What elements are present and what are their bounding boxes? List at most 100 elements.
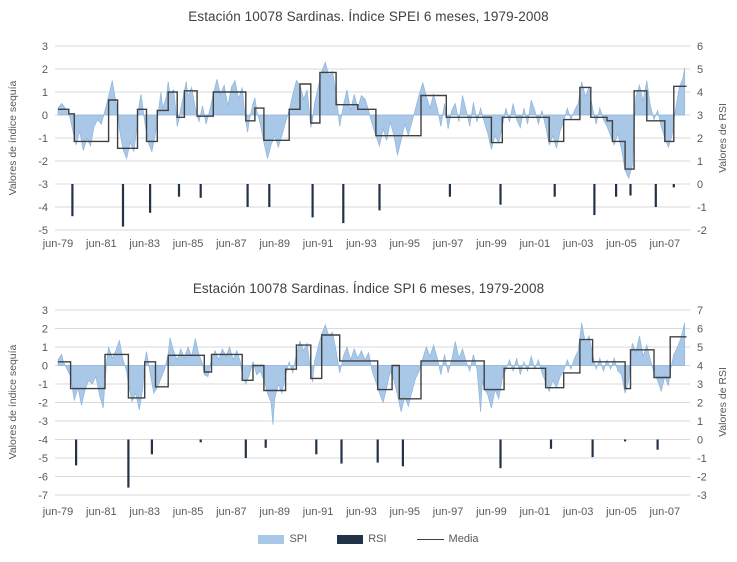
x-tick-label: jun-91 xyxy=(302,238,334,250)
y-tick-label-right: 1 xyxy=(697,156,703,168)
y-tick-label-right: 4 xyxy=(697,87,703,99)
x-tick-label: jun-79 xyxy=(42,238,74,250)
x-tick-label: jun-85 xyxy=(172,506,204,518)
x-tick-label: jun-97 xyxy=(432,238,464,250)
rsi-bar xyxy=(553,184,556,197)
rsi-bar xyxy=(656,439,659,450)
x-tick-label: jun-83 xyxy=(128,506,160,518)
y-tick-label-right: 5 xyxy=(697,342,703,354)
rsi-bar xyxy=(499,184,502,205)
rsi-bar xyxy=(591,439,594,458)
rsi-bar xyxy=(593,184,596,216)
x-tick-label: jun-93 xyxy=(345,506,377,518)
y-tick-label-left: -5 xyxy=(38,453,48,465)
x-tick-label: jun-81 xyxy=(85,506,117,518)
legend-label-spi: SPI xyxy=(289,533,308,545)
x-tick-label: jun-91 xyxy=(302,506,334,518)
rsi-bar xyxy=(340,439,343,464)
y-tick-label-right: 5 xyxy=(697,64,703,76)
y-tick-label-left: -1 xyxy=(38,133,48,145)
y-tick-label-left: -4 xyxy=(38,202,48,214)
y-tick-label-right: 2 xyxy=(697,398,703,410)
spi-area-swatch xyxy=(258,534,285,544)
x-tick-label: jun-87 xyxy=(215,238,247,250)
x-tick-label: jun-03 xyxy=(562,238,594,250)
y-tick-label-left: 2 xyxy=(42,64,48,76)
y-tick-label-left: 2 xyxy=(42,324,48,336)
x-tick-label: jun-01 xyxy=(518,238,550,250)
rsi-bar xyxy=(615,184,618,197)
rsi-bar xyxy=(401,439,404,467)
media-step-line xyxy=(58,71,687,170)
y-tick-label-right: 3 xyxy=(697,379,703,391)
rsi-bar-swatch xyxy=(337,534,364,544)
x-tick-label: jun-95 xyxy=(388,506,420,518)
x-tick-label: jun-01 xyxy=(518,506,550,518)
x-tick-label: jun-99 xyxy=(475,506,507,518)
y-tick-label-right: 0 xyxy=(697,179,703,191)
y-tick-label-right: -1 xyxy=(697,453,707,465)
y-tick-label-left: 3 xyxy=(42,305,48,317)
legend-label-rsi: RSI xyxy=(368,533,387,545)
y-tick-label-right: -3 xyxy=(697,490,707,502)
rsi-bar xyxy=(315,439,318,455)
y-tick-label-right: 0 xyxy=(697,435,703,447)
rsi-bar xyxy=(311,184,314,218)
y-tick-label-right: 6 xyxy=(697,41,703,53)
y-tick-label-left: 1 xyxy=(42,87,48,99)
x-tick-label: jun-87 xyxy=(215,506,247,518)
rsi-bar xyxy=(672,184,675,188)
y-tick-label-right: 1 xyxy=(697,416,703,428)
y-tick-label-left: -5 xyxy=(38,225,48,237)
legend-label-media: Media xyxy=(448,533,479,545)
x-tick-label: jun-97 xyxy=(432,506,464,518)
y-tick-label-right: 4 xyxy=(697,361,703,373)
x-tick-label: jun-83 xyxy=(128,238,160,250)
chart-title-spei: Estación 10078 Sardinas. Índice SPEI 6 m… xyxy=(188,9,549,24)
index-area-series xyxy=(57,60,686,180)
y-tick-label-right: 2 xyxy=(697,133,703,145)
y-tick-label-right: -2 xyxy=(697,472,707,484)
legend-item-spi: SPI xyxy=(258,533,307,545)
x-tick-label: jun-79 xyxy=(42,506,74,518)
y-tick-label-left: 1 xyxy=(42,342,48,354)
rsi-bar xyxy=(246,184,249,207)
y-tick-label-left: -3 xyxy=(38,416,48,428)
rsi-bar xyxy=(499,439,502,469)
x-tick-label: jun-99 xyxy=(475,238,507,250)
x-tick-label: jun-89 xyxy=(258,506,290,518)
legend-item-media: Media xyxy=(416,533,479,545)
index-area-series xyxy=(57,322,686,425)
rsi-bar xyxy=(448,184,451,197)
rsi-bar xyxy=(177,184,181,197)
y-tick-label-left: 3 xyxy=(42,41,48,53)
rsi-bar xyxy=(624,439,627,442)
y-tick-label-left: -6 xyxy=(38,472,48,484)
y-tick-label-right: 6 xyxy=(697,324,703,336)
chart-title-spi: Estación 10078 Sardinas. Índice SPI 6 me… xyxy=(192,281,545,296)
y-tick-label-left: -4 xyxy=(38,435,48,447)
rsi-bar xyxy=(342,184,345,224)
rsi-bar xyxy=(149,184,152,213)
chart-legend: SPI RSI Media xyxy=(0,533,737,545)
rsi-bar xyxy=(654,184,657,207)
rsi-bar xyxy=(199,439,202,443)
x-tick-label: jun-07 xyxy=(649,238,681,250)
y-tick-label-right: 3 xyxy=(697,110,703,122)
x-tick-label: jun-05 xyxy=(605,506,637,518)
media-step-line xyxy=(58,334,687,400)
x-tick-label: jun-93 xyxy=(345,238,377,250)
rsi-bar xyxy=(127,439,130,488)
rsi-bar xyxy=(378,184,381,211)
y-tick-label-left: -2 xyxy=(38,398,48,410)
rsi-bar xyxy=(199,184,202,198)
rsi-bar xyxy=(549,439,553,449)
rsi-bar xyxy=(376,439,379,463)
y-tick-label-right: 7 xyxy=(697,305,703,317)
y-tick-label-left: 0 xyxy=(42,110,48,122)
rsi-bar xyxy=(244,439,247,458)
rsi-bar xyxy=(264,439,267,448)
y-tick-label-right: -1 xyxy=(697,202,707,214)
